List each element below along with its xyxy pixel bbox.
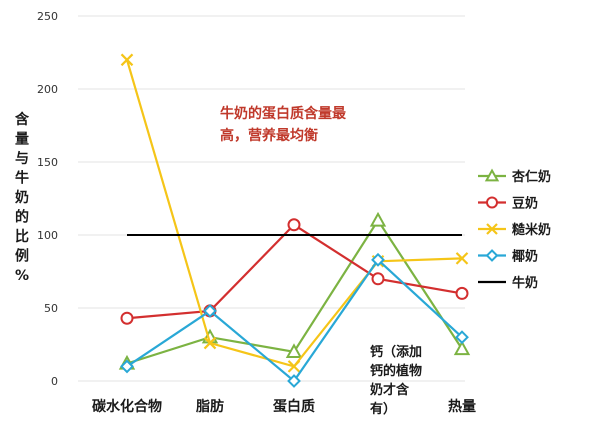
data-point: [285, 343, 303, 358]
y-axis-label-char: %: [15, 268, 29, 284]
y-tick-label-50: 50: [44, 302, 58, 315]
series-item-7cd97c735976: [120, 53, 469, 373]
y-axis-label-char: 与: [15, 151, 29, 167]
legend-item-item-674f4ec15976: 杏仁奶: [478, 168, 551, 185]
y-tick-label-250: 250: [37, 10, 58, 23]
series-item-69305976: [120, 252, 469, 388]
legend-marker: [486, 223, 498, 235]
y-axis-label-char: 含: [15, 111, 30, 128]
legend-item-item-8c465976: 豆奶: [478, 196, 538, 212]
data-point: [203, 336, 217, 350]
y-tick-label-100: 100: [37, 229, 58, 242]
y-tick-label-200: 200: [37, 83, 58, 96]
data-point: [455, 330, 469, 345]
x-category-label-3: 钙（添加钙的植物奶才含有）: [369, 344, 422, 417]
data-point: [287, 218, 301, 232]
legend-label: 椰奶: [512, 249, 538, 265]
y-tick-label-0: 0: [51, 375, 58, 388]
y-axis-label-char: 比: [15, 228, 29, 245]
data-point: [453, 340, 471, 356]
y-tick-label-150: 150: [37, 156, 58, 169]
legend-label: 杏仁奶: [512, 169, 551, 185]
series-line: [126, 258, 463, 383]
x-category-label-4: 热量: [448, 398, 476, 415]
legend-marker: [486, 196, 498, 209]
series-lines: [118, 53, 471, 388]
y-axis-label-char: 牛: [15, 170, 29, 187]
data-point: [120, 311, 134, 325]
x-category-label-0: 碳水化合物: [92, 398, 162, 415]
legend-label: 豆奶: [512, 196, 538, 212]
y-axis-ticks: 0 50 100 150 200 250: [37, 10, 58, 388]
y-axis-label-char: 奶: [15, 189, 29, 206]
legend-label: 糙米奶: [512, 222, 551, 238]
data-point: [369, 211, 387, 227]
legend-item-item-69305976: 椰奶: [478, 249, 538, 265]
legend-marker: [484, 168, 500, 182]
data-point: [455, 286, 469, 300]
y-axis-label-char: 的: [15, 209, 29, 226]
legend-item-item-7cd97c735976: 糙米奶: [478, 222, 551, 238]
annotation: 牛奶的蛋白质含量最高，营养最均衡: [220, 105, 347, 144]
data-point: [455, 252, 469, 265]
data-point: [287, 360, 301, 373]
series-item-8c465976: [120, 218, 469, 325]
y-axis-label-char: 量: [15, 132, 29, 148]
legend-item-item-725b5976: 牛奶: [478, 275, 538, 291]
legend-label: 牛奶: [512, 275, 538, 291]
gridlines: [78, 15, 465, 382]
data-point: [371, 272, 385, 286]
annotation-text: 牛奶的蛋白质含量最高，营养最均衡: [220, 105, 347, 144]
y-axis-label-char: 例: [15, 248, 29, 265]
data-point: [287, 374, 301, 388]
x-axis-categories: 碳水化合物 脂肪 蛋白质 钙（添加钙的植物奶才含有） 热量: [92, 344, 476, 417]
data-point: [120, 53, 134, 67]
x-category-label-2: 蛋白质: [273, 398, 315, 415]
data-point: [120, 359, 134, 374]
data-point: [371, 252, 385, 267]
legend-marker: [485, 249, 499, 262]
x-category-label-1: 脂肪: [195, 398, 224, 415]
data-point: [203, 304, 217, 318]
